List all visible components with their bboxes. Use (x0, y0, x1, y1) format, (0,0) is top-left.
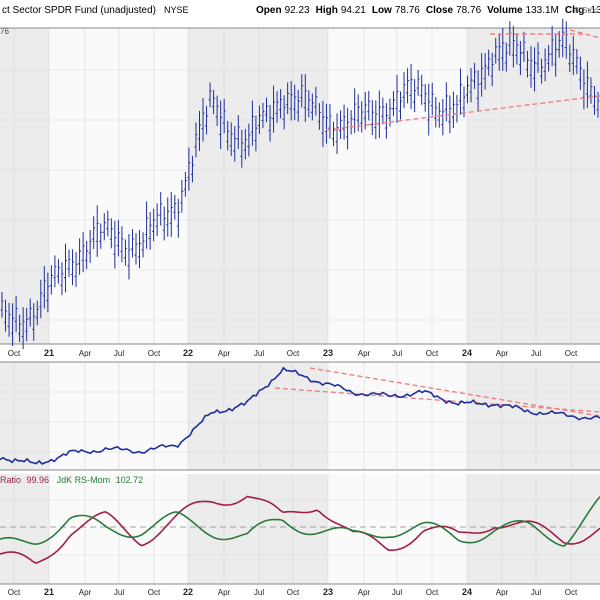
ratio-legend-label: Ratio (0, 475, 21, 485)
x-tick-label: 22 (183, 348, 193, 358)
price-bars (0, 18, 600, 350)
x-tick-label: Jul (114, 349, 124, 358)
stat-label: Close (426, 5, 454, 16)
x-tick-label: Oct (426, 588, 439, 597)
x-tick-label: Apr (218, 588, 231, 597)
x-tick-label: Oct (287, 349, 300, 358)
year-shade-band (188, 28, 328, 344)
relative-strength-line (0, 366, 600, 465)
year-shade-band (0, 28, 49, 344)
stat-label: Chg (565, 5, 584, 16)
x-tick-label: Oct (148, 588, 161, 597)
x-tick-label: 23 (323, 587, 333, 597)
stat-label: Low (372, 5, 392, 16)
x-tick-label: Oct (8, 349, 21, 358)
watermark: © Stoc (574, 6, 598, 15)
trendline (569, 29, 600, 39)
stat-value: 78.76 (456, 5, 481, 16)
trendlines (274, 29, 600, 417)
x-tick-label: Oct (287, 588, 300, 597)
ratio-legend-value: 99.96 (27, 475, 50, 485)
x-tick-label: Jul (254, 588, 264, 597)
momentum-legend-label: JdK RS-Mom (57, 475, 111, 485)
x-tick-label: Jul (531, 349, 541, 358)
year-shade-band (0, 362, 49, 470)
rs-momentum-line (0, 496, 600, 547)
year-shade-band (0, 474, 49, 584)
x-tick-label: Oct (8, 588, 21, 597)
x-tick-label: Apr (496, 349, 509, 358)
x-tick-label: Apr (496, 588, 509, 597)
x-tick-label: Jul (531, 588, 541, 597)
ohlc-stats: Open 92.23 High 94.21 Low 78.76 Close 78.76 Volu… (256, 5, 600, 16)
year-shading (0, 28, 600, 584)
ohlc-stats-text: Open 92.23 High 94.21 Low 78.76 Close 78.76 Volu… (256, 5, 600, 16)
x-tick-label: Apr (358, 349, 371, 358)
x-tick-label: Jul (392, 588, 402, 597)
x-tick-label: 21 (44, 587, 54, 597)
year-shade-band (467, 362, 600, 470)
x-tick-label: Apr (218, 349, 231, 358)
x-tick-label: Jul (254, 349, 264, 358)
x-tick-label: Apr (79, 588, 92, 597)
x-tick-label: Oct (148, 349, 161, 358)
stat-label: Open (256, 5, 282, 16)
x-tick-label: 21 (44, 348, 54, 358)
x-tick-label: 24 (462, 587, 472, 597)
exchange-label: NYSE (164, 5, 189, 15)
momentum-x-axis: Oct 21 Apr Jul Oct 22 Apr Jul Oct 23 Apr Jul Oct 24 Ap… (8, 587, 578, 597)
x-tick-label: Jul (392, 349, 402, 358)
x-tick-label: Oct (565, 588, 578, 597)
trendline (325, 95, 600, 131)
year-shade-band (467, 28, 600, 344)
x-tick-label: Apr (358, 588, 371, 597)
stat-value: 133.1M (526, 5, 559, 16)
year-shade-band (188, 362, 328, 470)
x-tick-label: 23 (323, 348, 333, 358)
year-shade-band (467, 474, 600, 584)
year-shade-band (188, 474, 328, 584)
x-tick-label: Jul (114, 588, 124, 597)
trendline (274, 387, 600, 413)
trendline (309, 367, 600, 417)
x-tick-label: 22 (183, 587, 193, 597)
stat-value: 92.23 (285, 5, 310, 16)
stat-value: 94.21 (341, 5, 366, 16)
stat-label: High (316, 5, 338, 16)
stat-value: 78.76 (395, 5, 420, 16)
x-tick-label: Oct (565, 349, 578, 358)
stat-value: -13.6 (587, 5, 600, 16)
chart-title: ct Sector SPDR Fund (unadjusted) (2, 5, 156, 16)
rrg-legend: Ratio 99.96 JdK RS-Mom 102.72 (0, 475, 143, 485)
momentum-legend-value: 102.72 (116, 475, 144, 485)
x-tick-label: 24 (462, 348, 472, 358)
x-tick-label: Oct (426, 349, 439, 358)
x-tick-label: Apr (79, 349, 92, 358)
stat-label: Volume (487, 5, 523, 16)
corner-value: 76 (0, 27, 9, 36)
price-x-axis: Oct 21 Apr Jul Oct 22 Apr Jul Oct 23 Apr Jul Oct 24 Ap… (8, 348, 578, 358)
